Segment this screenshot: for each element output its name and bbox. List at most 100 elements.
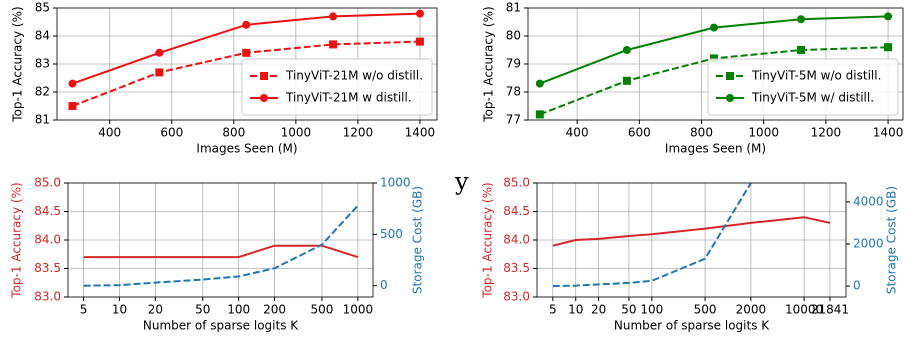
y-tick-label: 81 (35, 113, 50, 127)
y-tick-label: 84.5 (34, 204, 61, 218)
x-tick-label: 200 (263, 303, 286, 317)
y-tick-label: 84.0 (503, 233, 530, 247)
x-axis-label: Images Seen (M) (196, 142, 297, 156)
legend-box (241, 58, 433, 116)
y-tick-label: 83.0 (503, 290, 530, 304)
x-tick-label: 10 (112, 303, 127, 317)
y-tick-label: 83.5 (34, 261, 61, 275)
x-axis-label: Number of sparse logits K (143, 319, 299, 333)
plot-area (552, 183, 831, 288)
y2-tick-label: 1000 (380, 176, 411, 190)
x-tick-label: 500 (311, 303, 334, 317)
marker (68, 79, 77, 88)
y-tick-label: 77 (506, 113, 521, 127)
marker (329, 40, 338, 49)
marker (415, 9, 424, 18)
legend-label: TinyViT-5M w/ distill. (751, 91, 874, 105)
marker (709, 54, 718, 63)
y-tick-label: 85.0 (503, 176, 530, 190)
marker (155, 68, 164, 77)
y-axis-label: Top-1 Accuracy (%) (10, 182, 24, 298)
y-tick-label: 84 (35, 29, 50, 43)
x-tick-label: 1400 (405, 126, 436, 140)
marker (622, 76, 631, 85)
x-tick-label: 50 (621, 303, 636, 317)
x-tick-label: 400 (566, 126, 589, 140)
legend-marker (726, 94, 734, 102)
y2-axis-label: Storage Cost (GB) (885, 186, 899, 294)
legend-marker (726, 72, 734, 80)
marker (535, 79, 544, 88)
x-tick-label: 600 (628, 126, 651, 140)
marker (415, 37, 424, 46)
series-line (552, 183, 752, 288)
marker (709, 23, 718, 32)
axes-frame (527, 7, 904, 121)
y-tick-label: 79 (506, 57, 521, 71)
marker (884, 43, 893, 52)
marker (884, 12, 893, 21)
y-tick-label: 83.5 (503, 261, 530, 275)
x-axis-label: Images Seen (M) (665, 142, 766, 156)
y2-axis-label: Storage Cost (GB) (411, 186, 425, 294)
x-tick-label: 21841 (811, 303, 849, 317)
y-axis-label: Top-1 Accuracy (%) (482, 6, 496, 122)
marker (329, 12, 338, 21)
y2-tick-label: 2000 (853, 236, 884, 250)
y-tick-label: 78 (506, 85, 521, 99)
y-tick-label: 85.0 (34, 176, 61, 190)
x-tick-label: 800 (690, 126, 713, 140)
series-line (552, 216, 831, 247)
y2-tick-label: 0 (853, 279, 861, 293)
y-tick-label: 84.5 (503, 204, 530, 218)
series-line (83, 204, 359, 287)
x-tick-label: 1000 (343, 303, 374, 317)
plot-area (83, 204, 359, 287)
stray-text: y (454, 168, 469, 196)
y-tick-label: 83.0 (34, 290, 61, 304)
x-tick-label: 100 (227, 303, 250, 317)
y-tick-label: 81 (506, 1, 521, 15)
marker (797, 46, 806, 54)
axes-frame (67, 182, 374, 298)
y-tick-label: 85 (35, 1, 50, 15)
x-tick-label: 10000 (785, 303, 823, 317)
marker (797, 15, 806, 24)
axes-frame (536, 182, 847, 298)
marker (68, 102, 77, 110)
y2-tick-label: 4000 (853, 194, 884, 208)
x-tick-label: 20 (148, 303, 163, 317)
x-tick-label: 5 (80, 303, 88, 317)
x-tick-label: 1000 (748, 126, 779, 140)
marker (535, 110, 544, 119)
legend-label: TinyViT-21M w/o distill. (285, 69, 423, 83)
y-tick-label: 82 (35, 85, 50, 99)
y-tick-label: 84.0 (34, 233, 61, 247)
y-tick-label: 83 (35, 57, 50, 71)
legend-marker (260, 94, 268, 102)
y-axis-label: Top-1 Accuracy (%) (481, 182, 495, 298)
x-tick-label: 1200 (811, 126, 842, 140)
x-tick-label: 1000 (281, 126, 312, 140)
x-tick-label: 10 (568, 303, 583, 317)
legend-marker (260, 72, 268, 80)
x-tick-label: 500 (694, 303, 717, 317)
marker (622, 46, 631, 54)
y-axis-label: Top-1 Accuracy (%) (11, 6, 25, 122)
x-tick-label: 1400 (873, 126, 904, 140)
x-tick-label: 800 (222, 126, 245, 140)
marker (242, 20, 251, 29)
legend-label: TinyViT-21M w distill. (285, 91, 412, 105)
x-tick-label: 600 (160, 126, 183, 140)
x-tick-label: 1200 (343, 126, 374, 140)
y2-tick-label: 500 (380, 227, 403, 241)
x-tick-label: 100 (640, 303, 663, 317)
x-tick-label: 20 (591, 303, 606, 317)
series-line (83, 244, 359, 259)
marker (155, 48, 164, 57)
legend-box (707, 58, 899, 116)
x-axis-label: Number of sparse logits K (614, 319, 770, 333)
legend-label: TinyViT-5M w/o distill. (751, 69, 881, 83)
x-tick-label: 5 (549, 303, 557, 317)
